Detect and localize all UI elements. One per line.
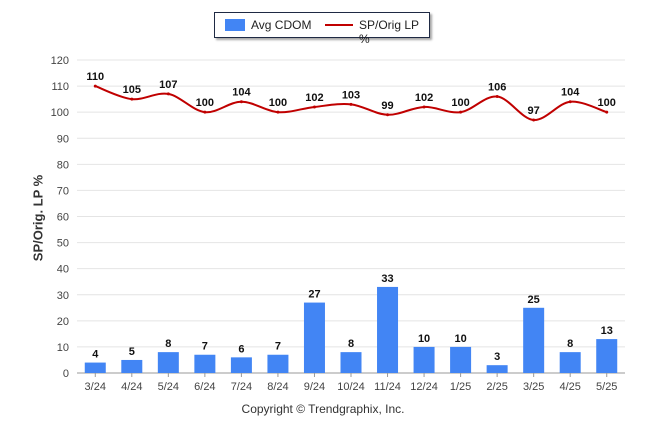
bar bbox=[303, 302, 325, 373]
y-tick-label: 60 bbox=[57, 212, 69, 224]
y-tick-label: 40 bbox=[57, 264, 69, 276]
bar-data-label: 8 bbox=[165, 338, 171, 350]
bar bbox=[523, 307, 545, 373]
line-data-label: 100 bbox=[196, 97, 214, 109]
line-data-label: 102 bbox=[305, 92, 323, 104]
legend: Avg CDOM SP/Orig LP % bbox=[214, 12, 430, 46]
bar-data-label: 5 bbox=[129, 346, 135, 358]
bar-data-label: 8 bbox=[348, 338, 354, 350]
bar bbox=[267, 354, 289, 373]
x-tick-label: 12/24 bbox=[410, 381, 438, 393]
line-data-label: 102 bbox=[415, 92, 433, 104]
line-data-label: 99 bbox=[381, 100, 393, 112]
line-data-label: 107 bbox=[159, 79, 177, 91]
bar bbox=[157, 352, 179, 373]
bar bbox=[559, 352, 581, 373]
x-tick-label: 8/24 bbox=[267, 381, 288, 393]
line-point bbox=[459, 110, 463, 114]
x-tick-label: 11/24 bbox=[374, 381, 401, 393]
bar bbox=[230, 357, 252, 373]
line-data-label: 100 bbox=[451, 97, 469, 109]
line-data-label: 104 bbox=[232, 87, 251, 99]
x-tick-label: 3/25 bbox=[523, 381, 544, 393]
line-point bbox=[386, 113, 390, 117]
x-tick-label: 10/24 bbox=[337, 381, 365, 393]
bar bbox=[84, 362, 106, 373]
x-tick-label: 4/24 bbox=[121, 381, 142, 393]
x-tick-label: 3/24 bbox=[85, 381, 106, 393]
bar bbox=[340, 352, 362, 373]
bar-data-label: 33 bbox=[381, 273, 393, 285]
line-point bbox=[130, 97, 134, 101]
y-tick-label: 110 bbox=[51, 81, 69, 93]
y-tick-label: 70 bbox=[57, 185, 69, 197]
x-tick-label: 1/25 bbox=[450, 381, 471, 393]
legend-label-bar: Avg CDOM bbox=[251, 18, 312, 32]
line-point bbox=[532, 118, 536, 122]
line-data-label: 104 bbox=[561, 87, 580, 99]
bar bbox=[596, 339, 618, 373]
line-point bbox=[203, 110, 207, 114]
line-data-label: 100 bbox=[269, 97, 287, 109]
bar bbox=[377, 286, 399, 373]
bar bbox=[413, 346, 435, 373]
line-point bbox=[166, 92, 170, 96]
legend-bar-swatch bbox=[225, 19, 245, 31]
bar bbox=[450, 346, 472, 373]
bar-data-label: 7 bbox=[202, 341, 208, 353]
bar bbox=[121, 359, 143, 373]
x-tick-label: 6/24 bbox=[194, 381, 215, 393]
y-tick-label: 100 bbox=[51, 107, 69, 119]
x-tick-label: 9/24 bbox=[304, 381, 325, 393]
line-point bbox=[495, 95, 499, 99]
line-point bbox=[312, 105, 316, 109]
bar-data-label: 13 bbox=[601, 325, 613, 337]
line-point bbox=[93, 84, 97, 88]
y-tick-label: 10 bbox=[57, 342, 69, 354]
line-data-label: 100 bbox=[598, 97, 616, 109]
legend-line-swatch bbox=[325, 24, 353, 26]
line-point bbox=[239, 100, 243, 104]
y-tick-label: 30 bbox=[57, 290, 69, 302]
bar-data-label: 7 bbox=[275, 341, 281, 353]
bar-data-label: 8 bbox=[567, 338, 573, 350]
bar bbox=[194, 354, 216, 373]
x-tick-label: 4/25 bbox=[559, 381, 580, 393]
line-point bbox=[276, 110, 280, 114]
x-tick-label: 5/25 bbox=[596, 381, 617, 393]
x-tick-label: 7/24 bbox=[231, 381, 252, 393]
bar-data-label: 25 bbox=[528, 294, 540, 306]
y-tick-label: 50 bbox=[57, 238, 69, 250]
line-data-label: 103 bbox=[342, 89, 360, 101]
copyright-footer: Copyright © Trendgraphix, Inc. bbox=[241, 402, 405, 416]
bar bbox=[486, 365, 508, 373]
line-point bbox=[605, 110, 609, 114]
bar-data-label: 3 bbox=[494, 351, 500, 363]
bar-data-label: 10 bbox=[454, 333, 466, 345]
line-data-label: 110 bbox=[86, 71, 104, 83]
y-tick-label: 20 bbox=[57, 316, 69, 328]
x-tick-label: 5/24 bbox=[158, 381, 179, 393]
y-tick-label: 0 bbox=[63, 368, 69, 380]
line-data-label: 105 bbox=[123, 84, 141, 96]
bar-data-label: 4 bbox=[92, 349, 99, 361]
line-data-label: 106 bbox=[488, 82, 506, 94]
y-tick-label: 80 bbox=[57, 159, 69, 171]
y-axis-label: SP/Orig. LP % bbox=[30, 174, 46, 262]
bar-data-label: 27 bbox=[308, 289, 320, 301]
line-point bbox=[422, 105, 426, 109]
line-point bbox=[568, 100, 572, 104]
x-tick-label: 2/25 bbox=[486, 381, 507, 393]
y-tick-label: 90 bbox=[57, 133, 69, 145]
y-tick-label: 120 bbox=[51, 55, 69, 67]
line-data-label: 97 bbox=[528, 105, 540, 117]
line-point bbox=[349, 102, 353, 106]
bar-data-label: 6 bbox=[238, 343, 244, 355]
bar-data-label: 10 bbox=[418, 333, 430, 345]
legend-label-line: SP/Orig LP % bbox=[359, 18, 419, 46]
